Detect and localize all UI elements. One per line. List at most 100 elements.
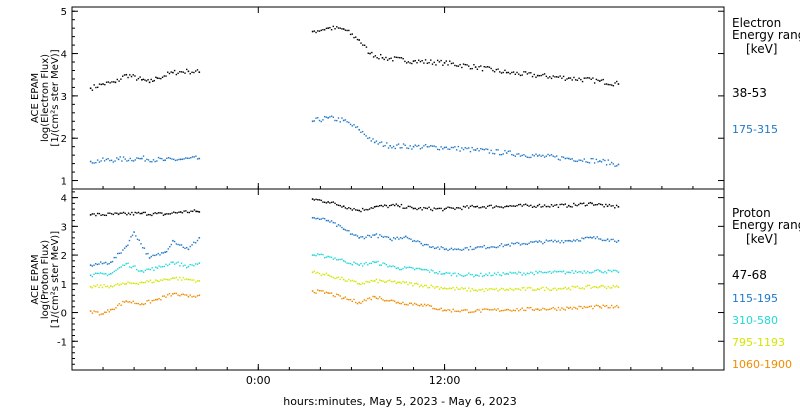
data-point <box>404 60 406 63</box>
data-point <box>590 305 592 307</box>
data-point <box>543 271 546 274</box>
data-point <box>100 83 102 86</box>
legend-unit: [keV] <box>746 232 777 246</box>
data-point <box>502 309 504 312</box>
data-point <box>103 273 105 275</box>
data-point <box>561 271 563 273</box>
data-point <box>490 204 492 207</box>
data-point <box>337 204 340 207</box>
data-point <box>170 278 172 280</box>
data-point <box>383 58 385 61</box>
data-point <box>121 212 123 214</box>
data-point <box>504 273 506 275</box>
data-point <box>392 145 395 148</box>
data-point <box>561 288 563 290</box>
data-point <box>134 75 136 77</box>
data-point <box>443 287 446 289</box>
data-point <box>387 147 390 149</box>
data-point <box>566 306 568 308</box>
data-point <box>139 212 141 215</box>
data-point <box>348 121 350 124</box>
data-point <box>447 272 449 274</box>
data-point <box>461 287 463 289</box>
data-point <box>488 204 491 207</box>
data-point <box>474 310 477 312</box>
data-point <box>511 288 513 291</box>
data-point <box>373 280 376 282</box>
data-point <box>167 156 170 159</box>
data-point <box>612 163 615 165</box>
data-point <box>438 288 441 290</box>
data-point <box>606 238 609 241</box>
data-point <box>102 313 104 315</box>
data-point <box>373 141 376 144</box>
data-point <box>512 154 515 156</box>
data-point <box>607 307 609 309</box>
data-point <box>614 240 616 242</box>
data-point <box>110 159 113 162</box>
data-point <box>499 71 501 73</box>
data-point <box>408 302 411 304</box>
data-point <box>164 159 166 162</box>
data-point <box>409 145 411 147</box>
data-point <box>342 119 345 122</box>
data-point <box>390 265 393 268</box>
data-point <box>545 155 548 157</box>
data-point <box>101 272 104 275</box>
data-point <box>187 278 190 281</box>
data-point <box>129 213 131 216</box>
data-point <box>184 264 186 266</box>
data-point <box>604 270 606 273</box>
data-point <box>134 265 136 267</box>
data-point <box>442 246 444 249</box>
data-point <box>344 229 347 231</box>
data-point <box>411 148 413 150</box>
data-point <box>365 236 367 238</box>
data-point <box>168 279 171 281</box>
data-point <box>600 285 603 287</box>
data-point <box>523 286 525 289</box>
data-point <box>521 74 523 76</box>
data-point <box>344 119 347 121</box>
data-point <box>108 287 110 289</box>
data-point <box>91 287 94 289</box>
data-point <box>322 290 324 292</box>
data-point <box>509 245 511 247</box>
data-point <box>533 309 535 312</box>
data-point <box>524 289 527 291</box>
data-point <box>431 209 434 212</box>
data-point <box>610 270 613 273</box>
data-point <box>153 269 155 271</box>
data-point <box>566 271 568 273</box>
data-point <box>418 267 421 270</box>
data-point <box>576 79 579 81</box>
data-point <box>332 116 335 118</box>
data-point <box>341 117 343 119</box>
data-point <box>569 158 572 160</box>
data-point <box>545 75 548 78</box>
data-point <box>327 255 329 258</box>
data-point <box>485 273 487 275</box>
data-point <box>598 238 600 240</box>
data-point <box>329 202 331 204</box>
data-point <box>567 271 570 274</box>
data-point <box>318 272 321 275</box>
data-point <box>363 133 366 136</box>
data-point <box>587 161 589 164</box>
data-point <box>518 242 520 244</box>
data-point <box>119 212 121 214</box>
data-point <box>131 159 133 162</box>
data-point <box>481 69 484 72</box>
data-point <box>327 27 329 29</box>
data-point <box>438 148 441 151</box>
data-point <box>166 213 168 215</box>
data-point <box>367 297 369 300</box>
data-point <box>499 274 501 276</box>
data-point <box>393 56 396 58</box>
data-point <box>318 253 321 256</box>
data-point <box>547 288 549 290</box>
data-point <box>177 279 179 281</box>
data-point <box>576 238 578 241</box>
data-point <box>526 204 529 207</box>
data-point <box>542 286 544 289</box>
